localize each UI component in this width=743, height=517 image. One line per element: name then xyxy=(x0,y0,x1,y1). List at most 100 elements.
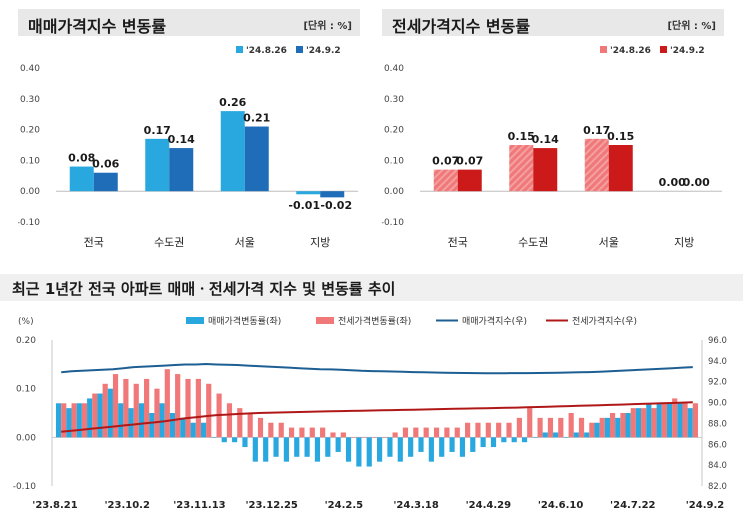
sale-legend-swatch-curr xyxy=(296,46,303,53)
trend-sale-index-line xyxy=(61,362,693,375)
trend-sale-rate-bar xyxy=(252,437,258,462)
sale-data-label: 0.26 xyxy=(219,96,246,109)
trend-jeonse-rate-bar xyxy=(185,378,191,438)
sale-ytick-label: 0.40 xyxy=(20,64,40,74)
trend-jeonse-rate-bar xyxy=(320,427,326,438)
trend-right-tick-label: 88.0 xyxy=(708,419,727,429)
sale-legend-swatch-prev xyxy=(236,46,243,53)
sale-bar-curr xyxy=(93,172,118,192)
trend-sale-rate-bar xyxy=(625,413,631,438)
trend-sale-rate-bar xyxy=(345,437,352,462)
trend-jeonse-rate-bar xyxy=(71,403,77,438)
trend-sale-rate-bar xyxy=(666,403,673,438)
sale-category-label: 지방 xyxy=(310,236,330,249)
trend-sale-rate-bar xyxy=(687,408,693,438)
jeonse-legend-swatch-curr xyxy=(660,46,667,53)
sale-chart-title: 매매가격지수 변동률 xyxy=(28,17,167,36)
trend-sale-rate-bar xyxy=(366,437,372,467)
trend-sale-rate-bar xyxy=(553,432,559,438)
trend-sale-rate-bar xyxy=(211,437,217,438)
trend-jeonse-rate-bar xyxy=(92,393,98,438)
trend-sale-rate-bar xyxy=(397,437,403,462)
sale-ytick-label: 0.10 xyxy=(20,156,40,166)
trend-sale-rate-bar xyxy=(180,417,186,438)
trend-sale-rate-bar xyxy=(584,432,590,438)
trend-jeonse-rate-bar xyxy=(682,403,688,438)
trend-sale-rate-bar xyxy=(532,437,538,438)
trend-sale-rate-bar xyxy=(594,422,600,438)
trend-jeonse-rate-bar xyxy=(568,413,574,438)
trend-jeonse-rate-bar xyxy=(392,432,398,438)
trend-left-axis-unit: (%) xyxy=(18,317,34,327)
trend-sale-rate-bar xyxy=(128,408,134,438)
trend-sale-rate-bar xyxy=(56,403,62,438)
jeonse-legend-label-prev: '24.8.26 xyxy=(610,46,651,56)
trend-sale-rate-bar xyxy=(149,413,155,438)
trend-jeonse-rate-bar xyxy=(330,432,336,438)
jeonse-bar-curr xyxy=(457,169,482,192)
trend-jeonse-rate-bar xyxy=(175,374,181,438)
trend-jeonse-rate-bar xyxy=(413,427,419,438)
trend-jeonse-rate-bar xyxy=(288,427,295,438)
jeonse-ytick-label: 0.30 xyxy=(384,95,404,105)
trend-right-tick-label: 90.0 xyxy=(708,399,727,409)
trend-jeonse-rate-bar xyxy=(465,422,471,438)
jeonse-category-label: 수도권 xyxy=(518,236,548,249)
trend-right-tick-label: 86.0 xyxy=(708,440,727,450)
sale-unit-label: [단위 : %] xyxy=(303,21,352,32)
trend-x-tick-label: '24.7.22 xyxy=(610,500,655,511)
sale-change-bar-chart: 0.40 0.30 0.20 0.10 0.00 -0.10 '24.8.26 '24.9.2… xyxy=(18,46,358,249)
jeonse-ytick-label: 0.00 xyxy=(384,187,404,197)
trend-jeonse-rate-bar xyxy=(620,413,626,438)
trend-sale-rate-bar xyxy=(314,437,321,462)
jeonse-category-label: 지방 xyxy=(674,236,694,249)
trend-sale-rate-bar xyxy=(563,437,569,438)
trend-jeonse-rate-bar xyxy=(444,427,450,438)
jeonse-change-bar-chart: 0.40 0.30 0.20 0.10 0.00 -0.10 '24.8.26 '24.9.2… xyxy=(382,46,722,249)
trend-sale-rate-bar xyxy=(273,437,279,457)
sale-data-label: -0.02 xyxy=(320,199,352,212)
trend-legend-label-jeonse-rate: 전세가격변동률(좌) xyxy=(338,315,411,327)
trend-x-tick-label: '23.12.25 xyxy=(245,500,297,511)
trend-sale-rate-bar xyxy=(356,437,362,467)
trend-legend-swatch-sale-rate xyxy=(186,317,204,324)
trend-sale-rate-bar xyxy=(542,432,548,438)
trend-right-tick-label: 96.0 xyxy=(708,336,727,346)
trend-chart-title: 최근 1년간 전국 아파트 매매ㆍ전세가격 지수 및 변동률 추이 xyxy=(12,280,396,298)
trend-sale-rate-bar xyxy=(66,408,72,438)
trend-sale-rate-bar xyxy=(294,437,300,457)
trend-sale-rate-bar xyxy=(418,437,424,452)
trend-jeonse-rate-bar xyxy=(651,408,657,438)
trend-jeonse-rate-bar xyxy=(123,378,129,438)
trend-jeonse-rate-bar xyxy=(268,422,274,438)
trend-sale-rate-bar xyxy=(521,437,528,443)
trend-sale-rate-bar xyxy=(190,422,196,438)
trend-jeonse-rate-bar xyxy=(506,422,512,438)
jeonse-data-label: 0.00 xyxy=(659,176,686,189)
jeonse-ytick-label: 0.20 xyxy=(384,126,404,136)
jeonse-category-label: 서울 xyxy=(599,236,619,249)
trend-sale-rate-bar xyxy=(428,437,434,462)
trend-jeonse-rate-bar xyxy=(309,427,315,438)
trend-x-tick-label: '24.4.29 xyxy=(466,500,511,511)
trend-legend-label-sale-index: 매매가격지수(우) xyxy=(462,315,527,327)
sale-legend-label-curr: '24.9.2 xyxy=(306,46,341,56)
jeonse-title-bar: 전세가격지수 변동률 [단위 : %] xyxy=(382,9,724,36)
trend-jeonse-rate-bar xyxy=(516,417,522,438)
jeonse-data-label: 0.00 xyxy=(683,176,710,189)
sale-bar-prev xyxy=(220,111,245,192)
sale-data-label: 0.17 xyxy=(144,124,171,137)
trend-jeonse-rate-bar xyxy=(154,388,160,438)
trend-sale-rate-bar xyxy=(470,437,476,452)
trend-sale-rate-bar xyxy=(107,388,113,438)
trend-left-tick-label: -0.10 xyxy=(13,482,37,492)
jeonse-bar-curr xyxy=(608,145,633,192)
trend-sale-rate-bar xyxy=(221,437,227,443)
trend-jeonse-rate-bar xyxy=(382,437,388,438)
sale-ytick-label: -0.10 xyxy=(18,218,40,228)
trend-sale-rate-bar xyxy=(604,417,610,438)
trend-sale-rate-bar xyxy=(283,437,289,462)
jeonse-bar-curr xyxy=(533,148,558,192)
trend-jeonse-rate-bar xyxy=(102,383,108,438)
trend-jeonse-rate-bar xyxy=(81,403,88,438)
